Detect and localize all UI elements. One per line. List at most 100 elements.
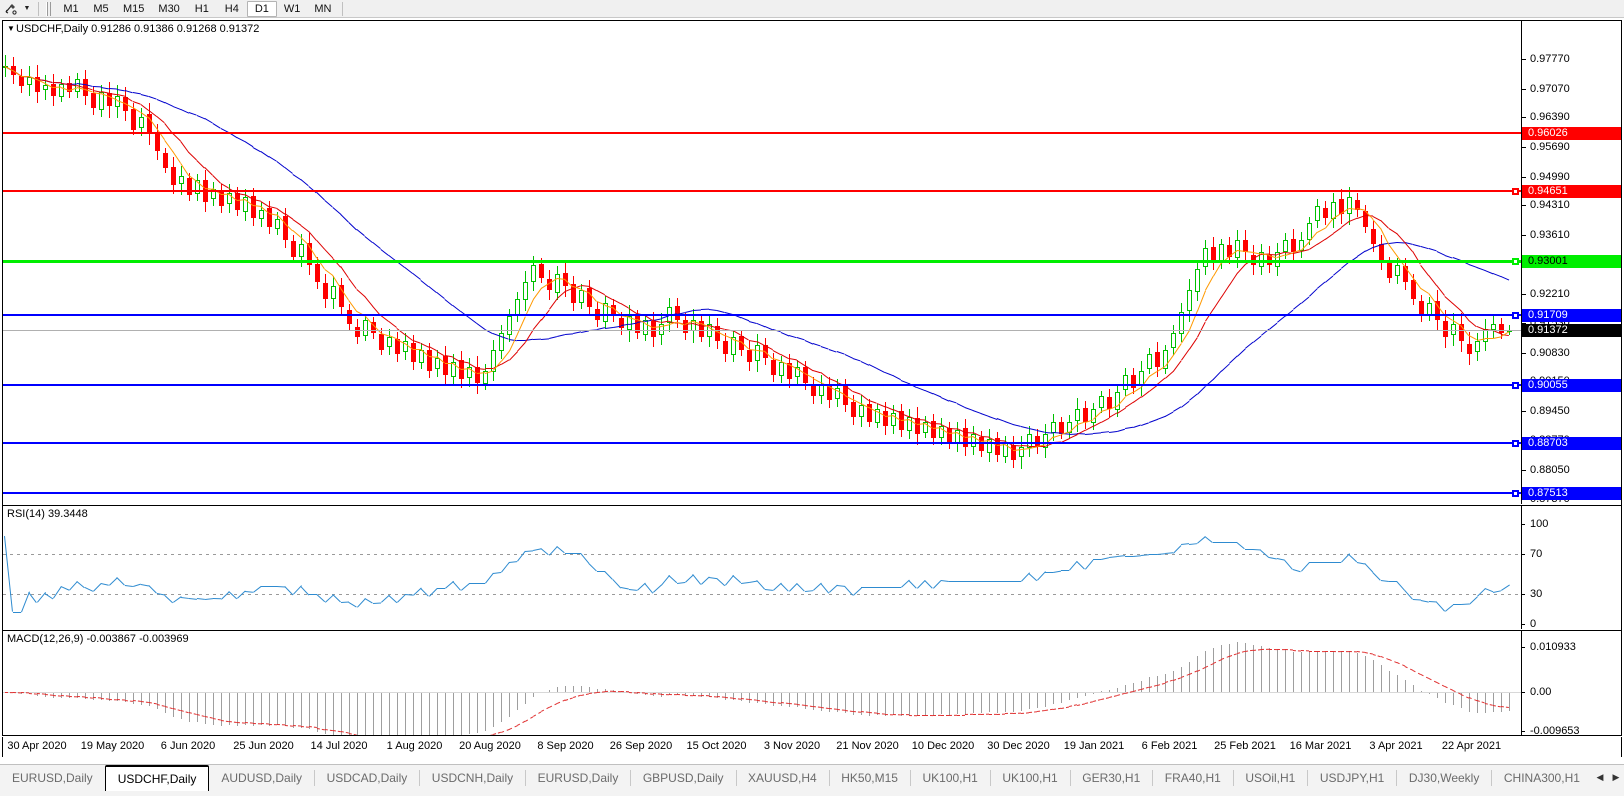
timeframe-mn[interactable]: MN <box>314 2 332 15</box>
plot-segment <box>501 728 510 733</box>
chart-tab-eurusd-daily[interactable]: EURUSD,Daily <box>12 770 93 785</box>
plot-segment <box>1005 713 1014 715</box>
plot-segment <box>1069 434 1078 439</box>
candle-body <box>267 208 272 227</box>
chart-tab-usdchf-daily[interactable]: USDCHF,Daily <box>104 765 210 791</box>
plot-segment <box>1380 579 1389 582</box>
level-line-0.90055[interactable] <box>3 384 1521 387</box>
candle-body <box>1171 332 1176 348</box>
candle-body <box>1027 434 1032 449</box>
plot-segment <box>1388 243 1397 256</box>
rsi-pane[interactable]: RSI(14) 39.3448 100 70 30 0 <box>3 505 1621 629</box>
chart-tab-uk100-h1[interactable]: UK100,H1 <box>922 770 978 785</box>
collapse-caret-icon[interactable]: ▼ <box>7 24 15 33</box>
timeframe-m1[interactable]: M1 <box>63 2 79 15</box>
level-line-0.88703[interactable] <box>3 441 1521 444</box>
macd-histogram-bar <box>1437 691 1438 698</box>
macd-histogram-bar <box>997 691 998 713</box>
timeframe-m15[interactable]: M15 <box>123 2 145 15</box>
chart-tab-audusd-daily[interactable]: AUDUSD,Daily <box>221 770 303 785</box>
timeframe-m5[interactable]: M5 <box>93 2 109 15</box>
timeframe-d1[interactable]: D1 <box>246 0 277 17</box>
macd-histogram-bar <box>1053 691 1054 704</box>
chart-tab-dj30-weekly[interactable]: DJ30,Weekly <box>1408 770 1480 785</box>
chart-tab-ger30-h1[interactable]: GER30,H1 <box>1082 770 1141 785</box>
dropdown-arrow-icon[interactable]: ▼ <box>23 5 31 12</box>
chart-tab-uk100-h1[interactable]: UK100,H1 <box>1002 770 1058 785</box>
chevron-right-icon[interactable]: ▶ <box>1612 772 1620 782</box>
macd-pane[interactable]: MACD(12,26,9) -0.003867 -0.003969 0.0109… <box>3 630 1621 735</box>
time-axis[interactable]: 30 Apr 2020 19 May 2020 6 Jun 2020 25 Jun 2… <box>2 737 1622 757</box>
level-line-0.91709[interactable] <box>3 314 1521 317</box>
plot-segment <box>1229 355 1238 365</box>
level-handle-0.93001[interactable] <box>1512 257 1519 265</box>
chart-tab-fra40-h1[interactable]: FRA40,H1 <box>1164 770 1221 785</box>
level-handle-0.91709[interactable] <box>1512 312 1519 320</box>
level-line-0.87513[interactable] <box>3 491 1521 494</box>
level-handle-0.90055[interactable] <box>1512 382 1519 390</box>
chart-tab-eurusd-daily[interactable]: EURUSD,Daily <box>537 770 619 785</box>
price-pane[interactable]: ▼USDCHF,Daily 0.91286 0.91386 0.91268 0.… <box>3 21 1621 504</box>
candle-body <box>827 384 832 401</box>
plot-segment <box>261 585 269 587</box>
plot-segment <box>997 713 1006 715</box>
level-line-0.96026[interactable] <box>3 131 1521 134</box>
chart-area[interactable]: ▼USDCHF,Daily 0.91286 0.91386 0.91268 0.… <box>2 20 1622 736</box>
level-handle-0.87513[interactable] <box>1512 489 1519 497</box>
chart-tab-china300-h1[interactable]: CHINA300,H1 <box>1503 770 1580 785</box>
plot-segment <box>477 583 485 585</box>
chart-tab-usoil-h1[interactable]: USOil,H1 <box>1245 770 1296 785</box>
timeframe-h1[interactable]: H1 <box>194 2 209 15</box>
macd-histogram-bar <box>1405 679 1406 692</box>
level-handle-0.94651[interactable] <box>1512 187 1519 195</box>
chart-tab-usdjpy-h1[interactable]: USDJPY,H1 <box>1319 770 1385 785</box>
macd-plot[interactable] <box>3 631 1521 735</box>
plot-segment <box>188 151 197 161</box>
chart-tab-gbpusd-daily[interactable]: GBPUSD,Daily <box>642 770 724 785</box>
level-line-0.94651[interactable] <box>3 189 1521 192</box>
plot-segment <box>1380 219 1389 229</box>
macd-histogram-bar <box>1381 665 1382 692</box>
candle-body <box>819 383 824 397</box>
plot-segment <box>1301 562 1310 573</box>
chart-tab-usdcad-daily[interactable]: USDCAD,Daily <box>326 770 408 785</box>
plot-segment <box>685 309 694 313</box>
plot-segment <box>588 562 597 572</box>
candle-body <box>379 333 384 350</box>
candle-body <box>851 402 856 418</box>
rsi-scale[interactable]: 100 70 30 0 <box>1522 506 1621 629</box>
plot-segment <box>1141 421 1150 426</box>
plot-segment <box>269 585 277 587</box>
level-line-0.93001[interactable] <box>3 259 1521 263</box>
plot-segment <box>53 586 62 599</box>
plot-segment <box>1125 391 1134 398</box>
plot-segment <box>244 141 253 148</box>
chevron-left-icon[interactable]: ◀ <box>1596 772 1604 782</box>
plot-segment <box>1348 650 1357 653</box>
level-handle-0.88703[interactable] <box>1512 439 1519 447</box>
candle-body <box>915 417 920 435</box>
plot-segment <box>1157 415 1166 420</box>
timeframe-h4[interactable]: H4 <box>224 2 239 15</box>
cursor-crosshair-icon[interactable] <box>0 1 20 17</box>
plot-segment <box>1197 290 1206 312</box>
chart-tab-usdcnh-daily[interactable]: USDCNH,Daily <box>431 770 514 785</box>
plot-segment <box>1500 706 1509 709</box>
timeframe-m30[interactable]: M30 <box>158 2 180 15</box>
plot-segment <box>1325 233 1334 240</box>
price-plot[interactable] <box>3 21 1521 504</box>
plot-segment <box>868 712 877 714</box>
macd-histogram-bar <box>781 691 782 706</box>
plot-segment <box>509 560 518 563</box>
macd-histogram-bar <box>397 691 398 735</box>
timeframe-w1[interactable]: W1 <box>283 2 301 15</box>
grip-handle-icon[interactable] <box>46 1 53 16</box>
macd-scale[interactable]: 0.010933 0.00 -0.009653 <box>1522 631 1621 735</box>
macd-histogram-bar <box>1197 656 1198 692</box>
rsi-plot[interactable] <box>3 506 1521 629</box>
time-axis-label: 30 Dec 2020 <box>987 740 1050 752</box>
chart-tab-hk50-m15[interactable]: HK50,M15 <box>841 770 898 785</box>
chart-tab-xauusd-h4[interactable]: XAUUSD,H4 <box>748 770 817 785</box>
plot-segment <box>1229 542 1237 544</box>
price-scale[interactable]: 0.97770 0.97070 0.96390 0.95690 0.94990 0.943… <box>1522 21 1621 504</box>
